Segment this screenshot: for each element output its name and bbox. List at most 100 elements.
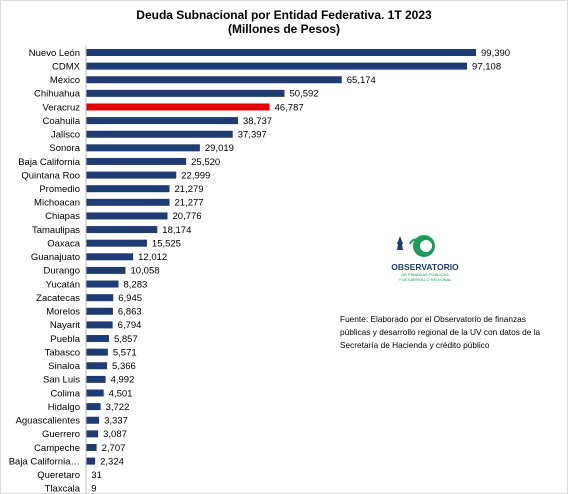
category-label: Oaxaca (47, 238, 80, 249)
category-label: Quintana Roo (21, 170, 80, 181)
bar-20 (86, 321, 113, 328)
value-label: 3,087 (103, 429, 127, 440)
bar-3 (86, 90, 285, 97)
bar-29 (86, 444, 97, 451)
bar-21 (86, 335, 109, 342)
value-label: 20,776 (173, 211, 202, 222)
value-label: 50,592 (290, 89, 319, 100)
bar-24 (86, 376, 106, 383)
category-label: Sonora (49, 143, 80, 154)
value-label: 25,520 (191, 157, 220, 168)
category-label: Chiapas (45, 211, 80, 222)
source-note: Fuente: Elaborado por el Observatorio de… (340, 313, 552, 352)
bar-25 (86, 390, 104, 397)
value-label: 18,174 (162, 225, 191, 236)
category-label: Campeche (34, 443, 80, 454)
value-label: 5,571 (113, 347, 137, 358)
value-label: 15,525 (152, 238, 181, 249)
bar-12 (86, 212, 168, 219)
bar-22 (86, 349, 108, 356)
category-label: Hidalgo (48, 402, 80, 413)
bar-2 (86, 76, 342, 83)
value-label: 37,397 (238, 130, 267, 141)
bar-28 (86, 430, 98, 437)
bar-8 (86, 158, 186, 165)
category-label: Queretaro (37, 470, 80, 481)
bar-13 (86, 226, 157, 233)
value-label: 21,279 (175, 184, 204, 195)
category-label: Guanajuato (31, 252, 80, 263)
category-label: Veracruz (43, 102, 81, 113)
category-label: Promedio (39, 184, 80, 195)
value-label: 5,366 (112, 361, 136, 372)
bar-0 (86, 49, 476, 56)
category-label: Coahuila (43, 116, 81, 127)
value-label: 6,945 (118, 293, 142, 304)
logo-title: OBSERVATORIO (391, 262, 459, 272)
bar-6 (86, 131, 233, 138)
category-label: Michoacan (34, 198, 80, 209)
category-label: Nayarit (50, 320, 80, 331)
bar-1 (86, 63, 467, 70)
bar-30 (86, 458, 95, 465)
value-label: 10,058 (130, 266, 159, 277)
observatorio-logo: OBSERVATORIO DE FINANZAS PÚBLICAS Y DESA… (380, 230, 470, 300)
value-label: 65,174 (347, 75, 376, 86)
category-label: Puebla (50, 334, 80, 345)
category-label: Baja California… (9, 456, 80, 467)
category-label: Chihuahua (34, 89, 81, 100)
bar-9 (86, 172, 176, 179)
value-label: 4,501 (109, 388, 133, 399)
value-label: 97,108 (472, 61, 501, 72)
bar-4 (86, 103, 270, 110)
category-label: Tabasco (45, 347, 80, 358)
value-label: 31 (91, 470, 102, 481)
value-label: 46,787 (275, 102, 304, 113)
value-label: 99,390 (481, 48, 510, 59)
category-label: Sinaloa (48, 361, 80, 372)
category-label: Nuevo León (29, 48, 80, 59)
value-label: 22,999 (181, 170, 210, 181)
logo-line2: Y DESARROLLO REGIONAL (399, 277, 453, 282)
value-label: 21,277 (174, 198, 203, 209)
bar-7 (86, 144, 200, 151)
category-label: Morelos (46, 307, 80, 318)
bar-16 (86, 267, 125, 274)
bar-17 (86, 281, 119, 288)
value-label: 8,283 (124, 279, 148, 290)
bar-27 (86, 417, 99, 424)
bar-5 (86, 117, 238, 124)
category-label: Yucatán (46, 279, 80, 290)
value-label: 2,324 (100, 456, 124, 467)
category-label: Colima (50, 388, 80, 399)
value-label: 38,737 (243, 116, 272, 127)
value-label: 29,019 (205, 143, 234, 154)
category-label: Baja California (18, 157, 80, 168)
category-label: México (50, 75, 80, 86)
category-label: Durango (44, 266, 80, 277)
category-label: CDMX (52, 61, 81, 72)
category-label: Jalisco (51, 130, 80, 141)
category-label: San Luis (43, 375, 80, 386)
bar-19 (86, 308, 113, 315)
value-label: 3,337 (104, 416, 128, 427)
value-label: 9 (91, 484, 96, 494)
bar-26 (86, 403, 101, 410)
value-label: 5,857 (114, 334, 138, 345)
category-label: Tamaulipas (32, 225, 80, 236)
bar-15 (86, 253, 133, 260)
logo-emblem-icon (397, 235, 435, 257)
bar-23 (86, 362, 107, 369)
category-label: Aguascalientes (16, 416, 81, 427)
category-label: Tlaxcala (45, 484, 81, 494)
value-label: 6,863 (118, 307, 142, 318)
value-label: 6,794 (118, 320, 142, 331)
bar-18 (86, 294, 113, 301)
category-label: Guerrero (42, 429, 80, 440)
bar-10 (86, 185, 170, 192)
category-label: Zacatecas (36, 293, 80, 304)
value-label: 4,992 (111, 375, 135, 386)
bar-14 (86, 240, 147, 247)
value-label: 3,722 (106, 402, 130, 413)
